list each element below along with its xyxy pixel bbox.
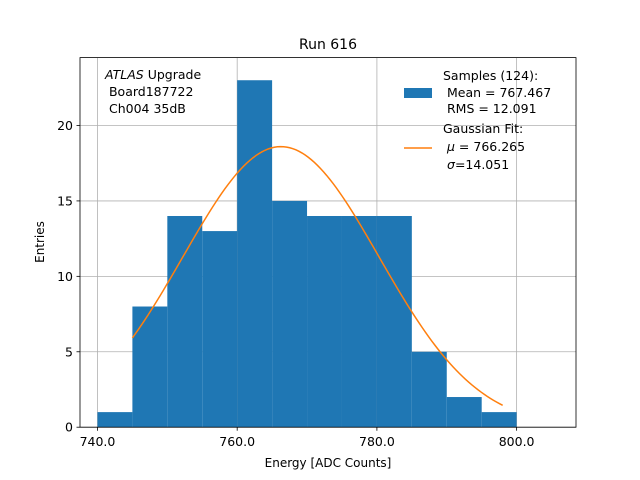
histogram-bar-2: [167, 216, 203, 428]
y-tick-label-2: 10: [57, 269, 73, 284]
histogram-bar-8: [376, 216, 412, 428]
plot-frame: [79, 57, 577, 428]
legend-samples-line-2: Mean = 767.467: [443, 85, 551, 100]
detector-annotation: ATLAS Upgrade Board187722 Ch004 35dB: [104, 67, 201, 116]
histogram-bar-0: [97, 412, 133, 428]
gaussian-fit-curve: [131, 145, 503, 406]
legend-samples-line-3: RMS = 12.091: [443, 101, 537, 116]
x-tick-label-2: 780.0: [359, 434, 395, 449]
legend-fit-line-3: σ=14.051: [447, 157, 509, 172]
x-axis-label: Energy [ADC Counts]: [265, 456, 392, 470]
mu-symbol: μ: [446, 139, 455, 154]
chart-title: Run 616: [299, 37, 357, 53]
histogram-bar-3: [202, 231, 238, 428]
histogram-bar-1: [132, 306, 168, 428]
atlas-label: ATLAS: [104, 67, 144, 82]
histogram-bar-7: [341, 216, 377, 428]
histogram-bar-9: [411, 351, 447, 428]
legend-fit-line-1: Gaussian Fit:: [443, 121, 523, 136]
x-tick-label-1: 760.0: [219, 434, 255, 449]
y-tick-label-0: 0: [65, 420, 73, 435]
upgrade-label: Upgrade: [144, 67, 202, 82]
y-axis-ticks: 0 5 10 15 20: [57, 118, 80, 435]
y-tick-label-1: 5: [65, 344, 73, 359]
annotation-line-3: Ch004 35dB: [105, 101, 186, 116]
x-tick-label-3: 800.0: [499, 434, 535, 449]
sigma-value: =14.051: [455, 157, 509, 172]
annotation-line-2: Board187722: [105, 84, 193, 99]
legend: Samples (124): Mean = 767.467 RMS = 12.0…: [404, 68, 551, 172]
sigma-symbol: σ: [447, 157, 456, 172]
y-tick-label-3: 15: [57, 193, 73, 208]
legend-samples-line-1: Samples (124):: [443, 68, 538, 83]
histogram-bar-4: [237, 80, 273, 428]
legend-samples-swatch: [404, 88, 432, 98]
histogram-bar-10: [446, 397, 482, 428]
x-tick-label-0: 740.0: [80, 434, 116, 449]
y-tick-label-4: 20: [57, 118, 73, 133]
legend-fit-line-2: μ = 766.265: [446, 139, 525, 154]
y-axis-label: Entries: [33, 221, 47, 263]
x-axis-ticks: 740.0 760.0 780.0 800.0: [80, 427, 535, 449]
histogram-bars: [97, 80, 517, 428]
histogram-bar-11: [481, 412, 517, 428]
histogram-bar-5: [272, 200, 308, 428]
annotation-line-1: ATLAS Upgrade: [104, 67, 201, 82]
mu-value: = 766.265: [455, 139, 525, 154]
histogram-bar-6: [307, 216, 342, 428]
